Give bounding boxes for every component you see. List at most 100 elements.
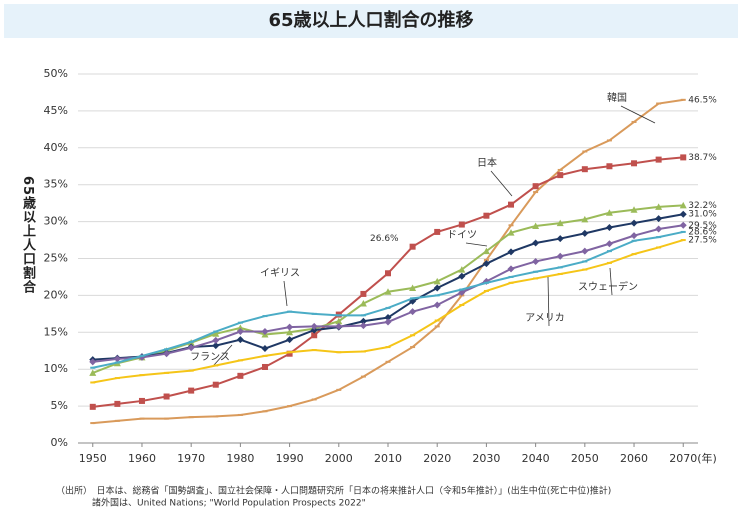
point — [433, 284, 441, 292]
point — [409, 243, 416, 250]
point — [679, 210, 687, 218]
point — [163, 350, 171, 358]
point — [360, 290, 367, 297]
point — [89, 369, 97, 376]
x-tick-label: 1980 — [226, 452, 254, 465]
point — [631, 160, 638, 167]
point — [359, 300, 367, 307]
point — [581, 229, 589, 237]
point — [409, 284, 417, 292]
label-arrow — [620, 105, 656, 124]
point — [335, 322, 343, 330]
point — [286, 350, 293, 357]
point — [630, 206, 638, 213]
label-arrow — [547, 276, 550, 327]
point — [581, 166, 588, 173]
point — [557, 266, 563, 269]
point — [508, 224, 514, 227]
point — [286, 323, 294, 331]
series-label: アメリカ — [525, 312, 565, 324]
series-label: イギリス — [260, 267, 300, 279]
point — [114, 419, 120, 422]
chart-title: 65歳以上人口割合の推移 — [268, 9, 473, 31]
y-tick-label: 30% — [44, 215, 68, 228]
y-tick-label: 50% — [44, 67, 68, 80]
point — [188, 387, 195, 394]
point — [287, 351, 293, 354]
data-label: 32.2% — [688, 201, 717, 211]
point — [311, 398, 317, 401]
x-tick-label: 1950 — [79, 452, 107, 465]
point — [483, 212, 490, 219]
point — [212, 342, 220, 350]
point — [656, 102, 662, 105]
point — [262, 354, 268, 357]
x-unit: (年) — [697, 451, 717, 465]
point — [310, 326, 318, 334]
label-arrow — [490, 170, 513, 197]
series-label: 韓国 — [607, 92, 627, 104]
point — [655, 156, 662, 163]
y-tick-label: 10% — [44, 362, 68, 375]
point — [188, 340, 194, 343]
point — [385, 306, 391, 309]
point — [605, 224, 613, 232]
point — [360, 350, 366, 353]
y-tick-label: 5% — [51, 399, 68, 412]
x-tick-label: 2040 — [522, 452, 550, 465]
data-label: 46.5% — [688, 95, 717, 105]
data-label: 38.7% — [688, 153, 717, 163]
x-tick-label: 1990 — [276, 452, 304, 465]
series-label: スウェーデン — [578, 280, 638, 293]
point — [286, 328, 294, 336]
point — [335, 317, 343, 325]
point — [679, 221, 687, 229]
point — [680, 98, 686, 101]
label-arrow — [283, 280, 288, 307]
point — [533, 277, 539, 280]
point — [262, 315, 268, 318]
label-arrow — [213, 344, 233, 366]
point — [410, 346, 416, 349]
point — [458, 266, 466, 273]
point — [360, 375, 366, 378]
point — [605, 209, 613, 216]
point — [236, 336, 244, 344]
data-label: 31.0% — [688, 210, 717, 220]
point — [606, 261, 612, 264]
point — [262, 410, 268, 413]
label-arrow — [609, 267, 613, 296]
point — [385, 360, 391, 363]
point — [236, 328, 244, 336]
title-band — [4, 4, 738, 38]
point — [188, 369, 194, 372]
point — [213, 330, 219, 333]
point — [286, 336, 294, 344]
point — [606, 163, 613, 170]
x-tick-label: 1970 — [177, 452, 205, 465]
point — [459, 288, 465, 291]
point — [163, 393, 170, 400]
point — [384, 318, 392, 326]
point — [483, 281, 489, 284]
point — [532, 239, 540, 247]
point — [138, 397, 145, 404]
point — [384, 288, 392, 295]
point — [482, 260, 490, 268]
point — [261, 328, 269, 336]
point — [310, 322, 318, 330]
point — [630, 232, 638, 240]
point — [507, 265, 515, 273]
point — [385, 346, 391, 349]
point — [458, 221, 465, 228]
point — [188, 416, 194, 419]
point — [655, 215, 663, 223]
point — [89, 403, 96, 410]
data-label: 28.6% — [688, 227, 717, 237]
point — [237, 372, 244, 379]
point — [655, 225, 663, 233]
point — [556, 235, 564, 243]
point — [336, 388, 342, 391]
point — [139, 354, 145, 357]
